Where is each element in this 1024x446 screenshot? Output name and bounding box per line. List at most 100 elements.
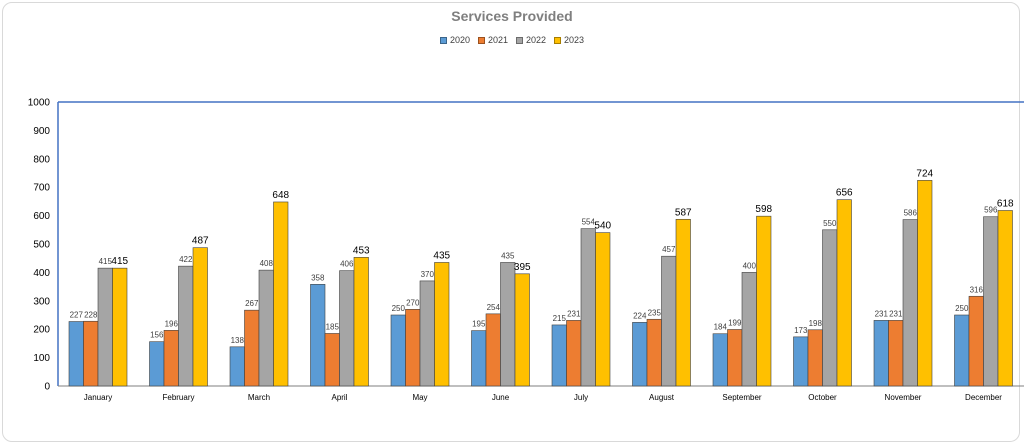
data-label: 656 bbox=[836, 188, 853, 199]
data-label: 370 bbox=[421, 270, 435, 279]
data-label: 453 bbox=[353, 245, 370, 256]
y-tick-label: 500 bbox=[33, 240, 50, 251]
bar-2022-February bbox=[178, 265, 194, 387]
bar-2020-May bbox=[390, 314, 406, 387]
data-label: 587 bbox=[675, 207, 692, 218]
x-tick-label: October bbox=[808, 393, 837, 402]
x-tick-label: February bbox=[162, 393, 194, 402]
bar-2022-August bbox=[661, 255, 677, 387]
data-label: 231 bbox=[875, 309, 889, 318]
x-tick-label: January bbox=[84, 393, 112, 402]
bar-2021-June bbox=[485, 313, 501, 387]
data-label: 554 bbox=[582, 218, 596, 227]
data-label: 415 bbox=[111, 256, 128, 267]
legend-item-2023: 2023 bbox=[554, 35, 584, 45]
y-tick-label: 1000 bbox=[28, 98, 51, 109]
bar-2021-February bbox=[163, 330, 179, 387]
chart-legend: 2020 2021 2022 2023 bbox=[0, 35, 1024, 45]
bar-2021-August bbox=[646, 318, 662, 387]
legend-item-2022: 2022 bbox=[516, 35, 546, 45]
data-label: 250 bbox=[392, 304, 406, 313]
data-label: 598 bbox=[755, 204, 772, 215]
data-label: 267 bbox=[245, 299, 259, 308]
data-label: 184 bbox=[714, 323, 728, 332]
bar-2023-January bbox=[112, 267, 128, 387]
data-label: 724 bbox=[916, 168, 933, 179]
legend-swatch bbox=[554, 36, 562, 44]
bar-2022-September bbox=[741, 272, 757, 387]
data-label: 228 bbox=[84, 310, 98, 319]
data-label: 540 bbox=[594, 221, 611, 232]
bar-2020-January bbox=[68, 321, 84, 387]
data-label: 408 bbox=[260, 259, 274, 268]
bar-2023-October bbox=[836, 199, 852, 387]
y-tick-label: 0 bbox=[44, 382, 50, 393]
bar-2023-May bbox=[434, 262, 450, 387]
bar-2020-December bbox=[954, 314, 970, 387]
data-label: 648 bbox=[272, 190, 289, 201]
legend-label: 2023 bbox=[564, 35, 585, 45]
bar-2022-March bbox=[258, 269, 274, 387]
data-label: 618 bbox=[997, 198, 1014, 209]
bar-2020-August bbox=[632, 322, 648, 387]
bar-2020-September bbox=[712, 333, 728, 387]
data-label: 400 bbox=[743, 261, 757, 270]
x-tick-label: December bbox=[965, 393, 1002, 402]
y-tick-label: 600 bbox=[33, 211, 50, 222]
data-label: 270 bbox=[406, 298, 420, 307]
legend-swatch bbox=[516, 36, 523, 44]
data-label: 435 bbox=[433, 250, 450, 261]
y-tick-label: 900 bbox=[33, 126, 50, 137]
x-tick-label: September bbox=[722, 393, 761, 402]
y-tick-label: 400 bbox=[33, 268, 50, 279]
data-label: 196 bbox=[165, 319, 179, 328]
bar-2023-September bbox=[756, 215, 772, 387]
x-tick-label: August bbox=[649, 393, 675, 402]
data-label: 199 bbox=[728, 318, 742, 327]
x-tick-label: April bbox=[331, 393, 347, 402]
bar-2020-April bbox=[310, 284, 326, 387]
x-tick-label: July bbox=[574, 393, 588, 402]
bar-2021-September bbox=[727, 329, 743, 387]
data-label: 173 bbox=[794, 326, 808, 335]
data-label: 231 bbox=[567, 309, 581, 318]
bar-2022-July bbox=[580, 228, 596, 387]
bar-2023-July bbox=[595, 232, 611, 387]
legend-item-2021: 2021 bbox=[477, 35, 508, 45]
bar-2022-November bbox=[902, 219, 918, 387]
bar-2021-March bbox=[244, 309, 260, 387]
data-label: 198 bbox=[809, 319, 823, 328]
data-label: 138 bbox=[231, 336, 245, 345]
data-label: 185 bbox=[326, 322, 340, 331]
data-label: 415 bbox=[99, 257, 113, 266]
bar-2020-November bbox=[873, 320, 889, 387]
y-tick-label: 200 bbox=[33, 325, 50, 336]
bar-2023-December bbox=[997, 210, 1013, 387]
y-tick-label: 100 bbox=[33, 353, 50, 364]
bar-2023-April bbox=[353, 257, 369, 387]
data-label: 231 bbox=[889, 309, 903, 318]
data-label: 227 bbox=[70, 311, 84, 320]
data-label: 422 bbox=[179, 255, 193, 264]
data-label: 316 bbox=[970, 285, 984, 294]
bar-2021-May bbox=[405, 309, 421, 387]
data-label: 487 bbox=[192, 236, 209, 247]
bar-2022-June bbox=[500, 262, 516, 387]
bar-2023-November bbox=[917, 180, 933, 387]
bar-2022-October bbox=[822, 229, 838, 387]
bar-2021-October bbox=[807, 329, 823, 387]
bar-2022-May bbox=[419, 280, 435, 387]
bar-2022-December bbox=[983, 216, 999, 387]
data-label: 215 bbox=[553, 314, 567, 323]
bar-2020-July bbox=[551, 324, 567, 387]
x-tick-label: June bbox=[492, 393, 510, 402]
data-label: 395 bbox=[514, 262, 531, 273]
bar-2023-March bbox=[273, 201, 289, 387]
chart-title: Services Provided bbox=[451, 8, 573, 24]
bar-2020-March bbox=[229, 346, 245, 387]
data-label: 224 bbox=[633, 311, 647, 320]
data-label: 435 bbox=[501, 251, 515, 260]
bar-2021-April bbox=[324, 333, 340, 387]
y-tick-label: 300 bbox=[33, 296, 50, 307]
bar-2022-January bbox=[97, 267, 113, 387]
